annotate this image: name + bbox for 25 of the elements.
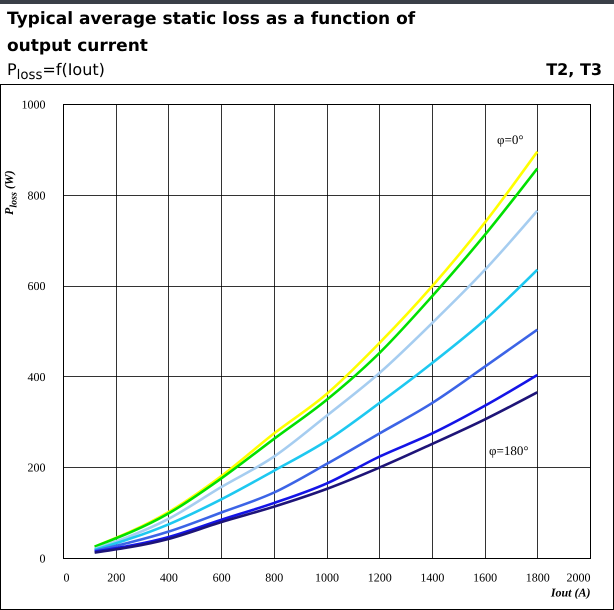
- x-tick-label: 2000: [566, 570, 590, 584]
- y-tick-label: 600: [28, 279, 46, 294]
- x-tick-label: 1400: [420, 570, 444, 584]
- x-tick-label: 0: [64, 570, 70, 584]
- y-tick-label: 800: [28, 188, 46, 202]
- line-series: [93, 268, 539, 552]
- y-tick-label: 0: [40, 552, 46, 566]
- x-tick-label: 1000: [315, 570, 339, 584]
- x-tick-label: 1600: [473, 570, 498, 584]
- annotation: φ=0°: [497, 132, 524, 148]
- x-tick-label: 400: [160, 570, 178, 584]
- y-tick-label: 1000: [22, 98, 46, 112]
- annotation: φ=180°: [489, 443, 529, 459]
- y-tick-label: 400: [28, 370, 46, 384]
- x-tick-label: 1800: [526, 570, 550, 584]
- y-tick-label: 200: [28, 460, 46, 475]
- chart-title: Typical average static loss as a function of output current: [7, 8, 416, 58]
- chart-subtitle: P$_{loss}$=f(Iout): [7, 60, 105, 84]
- line-series: [93, 328, 539, 552]
- x-tick-label: 600: [212, 570, 231, 584]
- x-tick-label: 200: [107, 570, 126, 584]
- x-axis-title: Iout (A): [550, 586, 590, 600]
- x-tick-label: 800: [265, 570, 284, 584]
- x-tick-label: 1200: [368, 570, 392, 584]
- text: T2, T3: [546, 60, 602, 79]
